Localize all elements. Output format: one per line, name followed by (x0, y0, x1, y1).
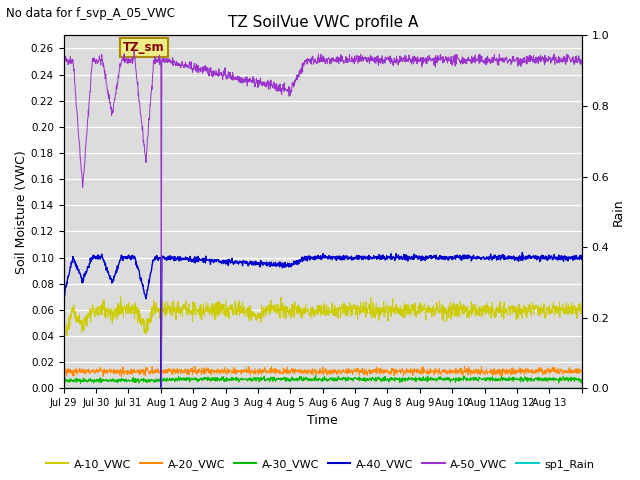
X-axis label: Time: Time (307, 414, 338, 427)
Legend: A-10_VWC, A-20_VWC, A-30_VWC, A-40_VWC, A-50_VWC, sp1_Rain: A-10_VWC, A-20_VWC, A-30_VWC, A-40_VWC, … (42, 455, 598, 474)
Y-axis label: Rain: Rain (612, 198, 625, 226)
Text: TZ_sm: TZ_sm (124, 41, 165, 54)
Title: TZ SoilVue VWC profile A: TZ SoilVue VWC profile A (227, 15, 418, 30)
Y-axis label: Soil Moisture (VWC): Soil Moisture (VWC) (15, 150, 28, 274)
Text: No data for f_svp_A_05_VWC: No data for f_svp_A_05_VWC (6, 7, 175, 20)
